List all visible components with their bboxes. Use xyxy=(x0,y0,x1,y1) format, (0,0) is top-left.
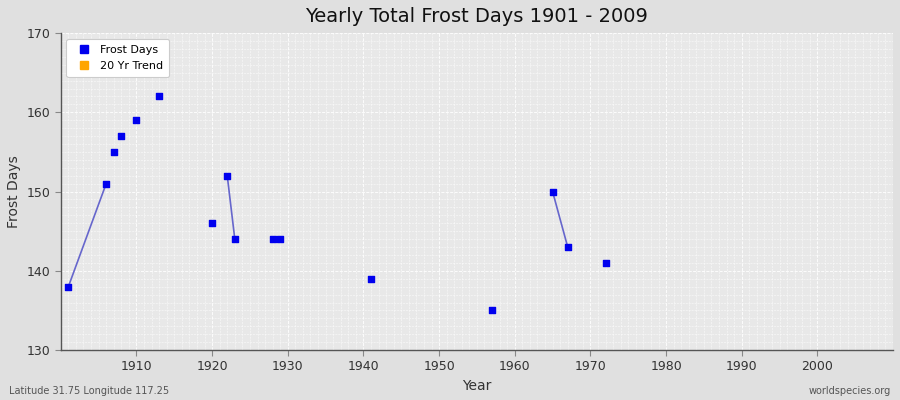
Point xyxy=(485,307,500,314)
Title: Yearly Total Frost Days 1901 - 2009: Yearly Total Frost Days 1901 - 2009 xyxy=(305,7,648,26)
Text: worldspecies.org: worldspecies.org xyxy=(809,386,891,396)
Point xyxy=(266,236,280,242)
Point xyxy=(273,236,287,242)
Point xyxy=(545,188,560,195)
Point xyxy=(364,276,378,282)
Point xyxy=(61,284,76,290)
Text: Latitude 31.75 Longitude 117.25: Latitude 31.75 Longitude 117.25 xyxy=(9,386,169,396)
Point xyxy=(99,180,113,187)
Point xyxy=(130,117,144,124)
Y-axis label: Frost Days: Frost Days xyxy=(7,155,21,228)
X-axis label: Year: Year xyxy=(463,379,491,393)
Point xyxy=(561,244,575,250)
Point xyxy=(205,220,220,226)
Point xyxy=(220,172,234,179)
Point xyxy=(114,133,129,139)
Point xyxy=(598,260,613,266)
Point xyxy=(106,149,121,155)
Legend: Frost Days, 20 Yr Trend: Frost Days, 20 Yr Trend xyxy=(67,39,169,78)
Point xyxy=(228,236,242,242)
Point xyxy=(152,93,166,100)
